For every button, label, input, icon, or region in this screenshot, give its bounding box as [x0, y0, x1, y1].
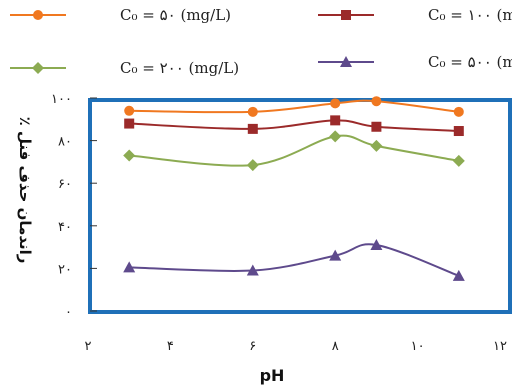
x-axis-ticks: ۲ ۴ ۶ ۸ ۱۰ ۱۲: [85, 339, 507, 354]
y-tick-label: ۰: [65, 305, 72, 320]
y-tick-label: ۱۰۰: [51, 92, 72, 107]
y-tick-label: ۴۰: [58, 220, 72, 235]
y-axis-title: راندمان حذف فنل ٪: [16, 117, 34, 264]
legend-item: C₀ = ۵۰۰ (mg/L): [318, 53, 512, 71]
data-point: [370, 139, 383, 152]
data-point: [329, 249, 342, 261]
plot-frame: [88, 98, 512, 314]
legend-item: C₀ = ۵۰ (mg/L): [10, 6, 231, 24]
series-1: [124, 96, 464, 117]
series-3: [123, 130, 465, 172]
series-layer: [123, 96, 465, 281]
legend-item: C₀ = ۲۰۰ (mg/L): [10, 59, 239, 77]
y-tick-label: ۲۰: [58, 262, 72, 277]
data-point: [123, 261, 136, 273]
data-point: [124, 118, 135, 129]
x-tick-label: ۱۰: [411, 339, 425, 354]
data-point: [330, 115, 341, 126]
data-point: [453, 126, 464, 137]
data-point: [330, 98, 341, 109]
legend-label: C₀ = ۲۰۰ (mg/L): [120, 59, 239, 77]
data-point: [246, 159, 259, 172]
data-point: [371, 96, 382, 107]
data-point: [371, 121, 382, 132]
y-tick-label: ۶۰: [58, 177, 72, 192]
data-point: [452, 154, 465, 167]
series-2: [124, 115, 464, 137]
data-point: [329, 130, 342, 143]
legend-marker: [341, 10, 351, 20]
legend-marker: [32, 62, 44, 74]
data-point: [247, 123, 258, 134]
x-tick-label: ۸: [332, 339, 339, 354]
x-tick-label: ۱۲: [493, 339, 507, 354]
legend-label: C₀ = ۵۰۰ (mg/L): [428, 53, 512, 71]
data-point: [453, 106, 464, 117]
series-line: [129, 99, 459, 114]
x-tick-label: ۴: [167, 339, 174, 354]
series-line: [129, 243, 460, 277]
data-point: [452, 269, 465, 281]
legend-item: C₀ = ۱۰۰ (mg/L): [318, 6, 512, 24]
y-tick-label: ۸۰: [58, 135, 72, 150]
x-tick-label: ۶: [249, 339, 256, 354]
data-point: [370, 238, 383, 250]
series-line: [129, 134, 459, 167]
data-point: [124, 105, 135, 116]
data-point: [247, 106, 258, 117]
x-axis-title: pH: [260, 366, 285, 385]
legend-marker: [340, 56, 352, 67]
series-line: [129, 119, 459, 133]
legend-label: C₀ = ۵۰ (mg/L): [120, 6, 231, 24]
legend: C₀ = ۵۰ (mg/L) C₀ = ۱۰۰ (mg/L) C₀ = ۲۰۰ (m…: [10, 6, 512, 77]
legend-label: C₀ = ۱۰۰ (mg/L): [428, 6, 512, 24]
data-point: [123, 149, 136, 162]
series-4: [123, 238, 465, 281]
y-axis-ticks: ۰ ۲۰ ۴۰ ۶۰ ۸۰ ۱۰۰: [51, 92, 97, 320]
x-tick-label: ۲: [85, 339, 92, 354]
legend-marker: [33, 10, 43, 20]
data-point: [246, 264, 259, 276]
